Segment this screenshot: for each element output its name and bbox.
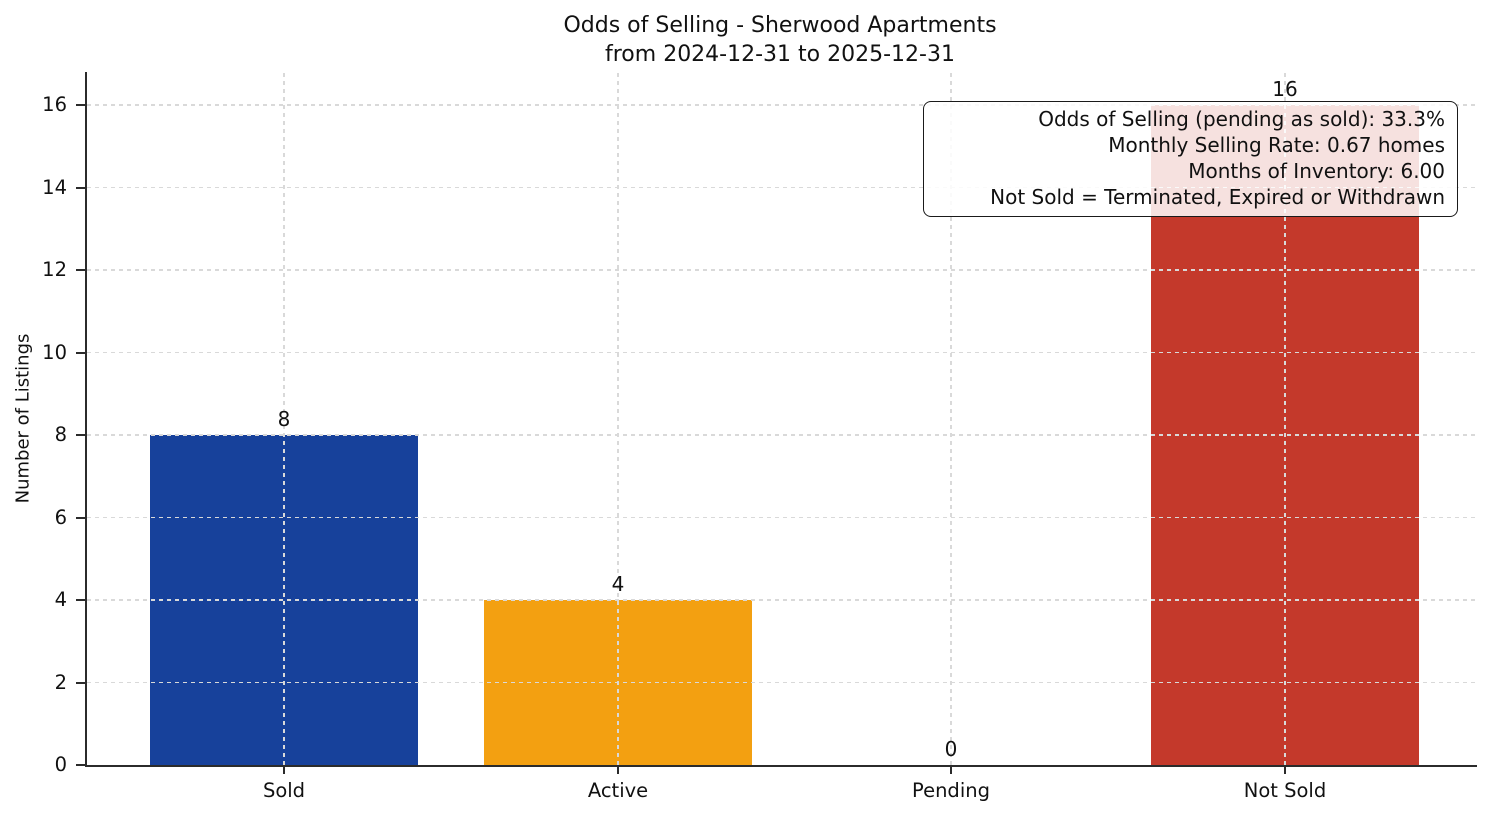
x-tick (950, 765, 952, 774)
gridline-vertical (617, 72, 619, 765)
y-tick (76, 351, 85, 354)
y-tick (76, 599, 85, 601)
annotation-line: Not Sold = Terminated, Expired or Withdr… (990, 185, 1445, 209)
x-tick (283, 765, 285, 774)
bar-value-label-pending: 0 (944, 737, 958, 761)
gridline-horizontal (87, 599, 1477, 601)
y-tick-label: 0 (54, 753, 67, 776)
bar-value-label-not-sold: 16 (1272, 77, 1298, 101)
bar-value-label-active: 4 (611, 572, 625, 596)
gridline-horizontal (87, 681, 1477, 683)
x-tick (617, 765, 619, 774)
y-tick-label: 12 (42, 258, 67, 281)
y-tick-label: 8 (54, 423, 67, 446)
y-tick (76, 434, 85, 436)
y-tick (76, 681, 85, 684)
x-tick-label: Active (587, 779, 649, 802)
annotation-box: Odds of Selling (pending as sold): 33.3%… (923, 101, 1458, 217)
y-tick-label: 6 (54, 505, 67, 529)
gridline-vertical (950, 72, 952, 765)
bar-value-label-sold: 8 (277, 407, 291, 431)
x-tick (1284, 765, 1286, 774)
gridline-horizontal (87, 104, 1477, 106)
gridline-horizontal (87, 351, 1477, 353)
x-tick-label: Pending (912, 779, 990, 802)
y-tick (76, 516, 85, 519)
y-tick-label: 4 (54, 588, 67, 611)
x-tick-label: Sold (262, 779, 306, 802)
y-tick (76, 104, 85, 106)
gridline-vertical (1284, 72, 1286, 765)
y-tick (76, 764, 85, 766)
y-tick-label: 2 (54, 670, 67, 694)
annotation-line: Monthly Selling Rate: 0.67 homes (1108, 133, 1445, 157)
gridline-vertical (283, 72, 285, 765)
y-tick-label: 14 (42, 175, 67, 199)
gridline-horizontal (87, 269, 1477, 271)
chart-subtitle: from 2024-12-31 to 2025-12-31 (605, 42, 955, 67)
chart-title-block: Odds of Selling - Sherwood Apartments fr… (85, 11, 1475, 69)
gridline-horizontal (87, 516, 1477, 518)
y-tick-label: 16 (42, 93, 67, 116)
y-tick (76, 269, 85, 271)
annotation-line: Odds of Selling (pending as sold): 33.3% (1038, 107, 1445, 131)
gridline-horizontal (87, 186, 1477, 188)
chart-title: Odds of Selling - Sherwood Apartments (563, 13, 997, 38)
gridline-horizontal (87, 434, 1477, 436)
x-tick-label: Not Sold (1243, 779, 1327, 802)
annotation-line: Months of Inventory: 6.00 (1188, 159, 1445, 183)
y-tick (76, 186, 85, 189)
y-tick-label: 10 (42, 340, 67, 364)
